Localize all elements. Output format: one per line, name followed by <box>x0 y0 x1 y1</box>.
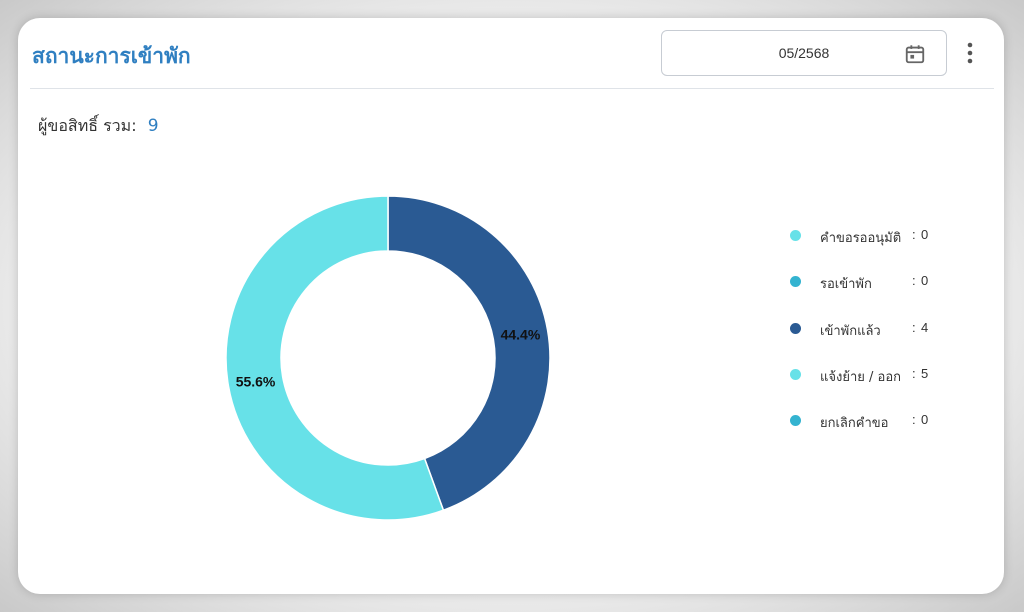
legend-dot <box>790 322 801 334</box>
legend-separator: : <box>912 227 916 242</box>
legend-dot <box>790 230 801 241</box>
donut-slice[interactable] <box>387 195 551 512</box>
legend-separator: : <box>912 365 916 381</box>
legend-label: ยกเลิกคำขอ <box>820 416 889 432</box>
legend-dot <box>790 368 801 380</box>
legend-label: รอเข้าพัก <box>820 277 872 293</box>
donut-slice[interactable] <box>225 195 445 521</box>
legend-label: แจ้งย้าย / ออก <box>820 369 902 385</box>
legend-separator: : <box>912 319 916 335</box>
legend-separator: : <box>912 273 916 289</box>
legend-value: 5 <box>921 365 929 381</box>
legend-value: 0 <box>921 227 929 242</box>
total-label: ผู้ขอสิทธิ์ รวม: <box>38 116 137 135</box>
donut-chart: 44.4% 55.6% <box>225 195 551 521</box>
legend-value: 0 <box>921 273 929 289</box>
month-picker-value: 05/2568 <box>778 45 830 61</box>
legend-label: คำขอรออนุมัติ <box>820 231 902 246</box>
slice-percent-label: 44.4% <box>501 327 541 343</box>
legend-separator: : <box>912 412 916 428</box>
month-picker-field[interactable]: 05/2568 <box>661 30 947 76</box>
legend-label: เข้าพักแล้ว <box>820 323 881 339</box>
more-options-icon[interactable] <box>960 40 980 66</box>
legend-value: 4 <box>921 319 929 335</box>
calendar-icon[interactable] <box>904 43 926 65</box>
slice-percent-label: 55.6% <box>236 373 276 389</box>
total-applicants: ผู้ขอสิทธิ์ รวม: 9 <box>38 114 159 139</box>
legend-dot <box>790 276 801 288</box>
card-title: สถานะการเข้าพัก <box>32 44 191 68</box>
total-value: 9 <box>147 116 159 136</box>
status-card: สถานะการเข้าพัก 05/2568 ผู้ขอสิทธิ์ รวม:… <box>18 18 1004 594</box>
header-divider <box>30 88 994 89</box>
legend-value: 0 <box>921 412 929 428</box>
legend-dot <box>790 415 801 427</box>
